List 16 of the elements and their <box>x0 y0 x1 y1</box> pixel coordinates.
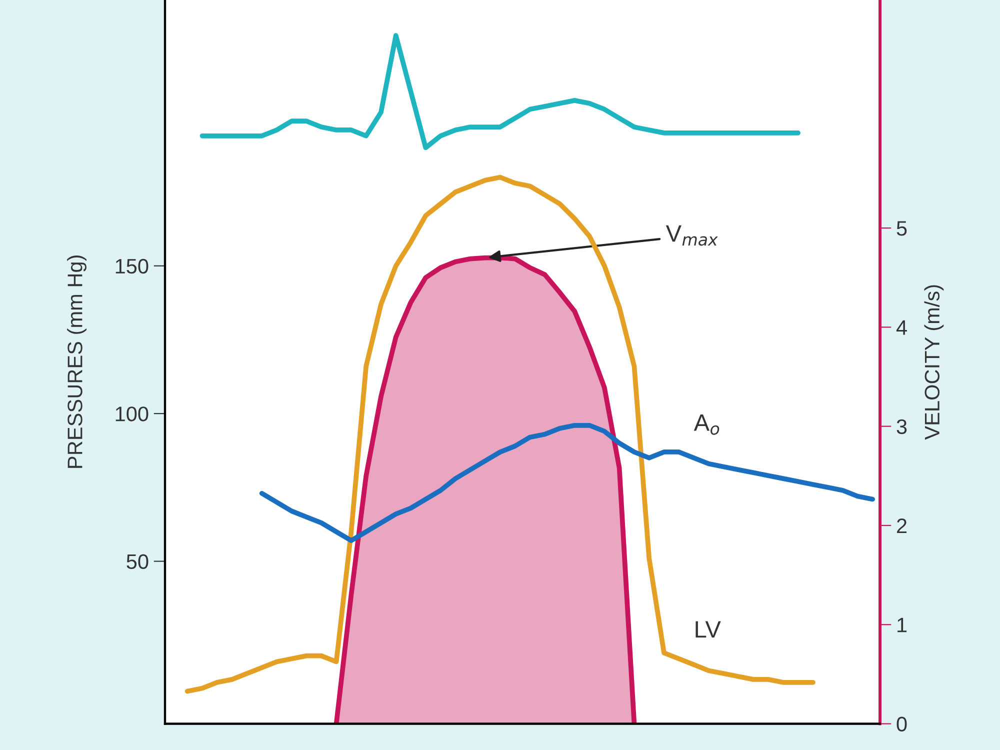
series-label: LV <box>696 621 721 638</box>
y2-tick-label: 4 <box>896 320 907 335</box>
y-tick-label: 50 <box>126 554 148 570</box>
y2-axis-title: VELOCITY (m/s) <box>924 285 944 440</box>
y-axis-title: PRESSURES (mm Hg) <box>67 256 86 468</box>
y-tick-label: 150 <box>116 258 148 274</box>
y2-tick-label: 3 <box>896 419 907 434</box>
y2-tick-label: 0 <box>896 716 907 732</box>
line-series <box>200 33 801 150</box>
line-series <box>184 174 816 694</box>
y2-tick-label: 2 <box>897 518 907 534</box>
y-tick-label: 100 <box>116 406 148 422</box>
y2-tick-label: 1 <box>898 618 907 632</box>
annotation: V$_{max}$ <box>666 225 718 246</box>
y2-tick-label: 5 <box>896 221 907 236</box>
series-label: A$_{o}$ <box>694 414 720 435</box>
